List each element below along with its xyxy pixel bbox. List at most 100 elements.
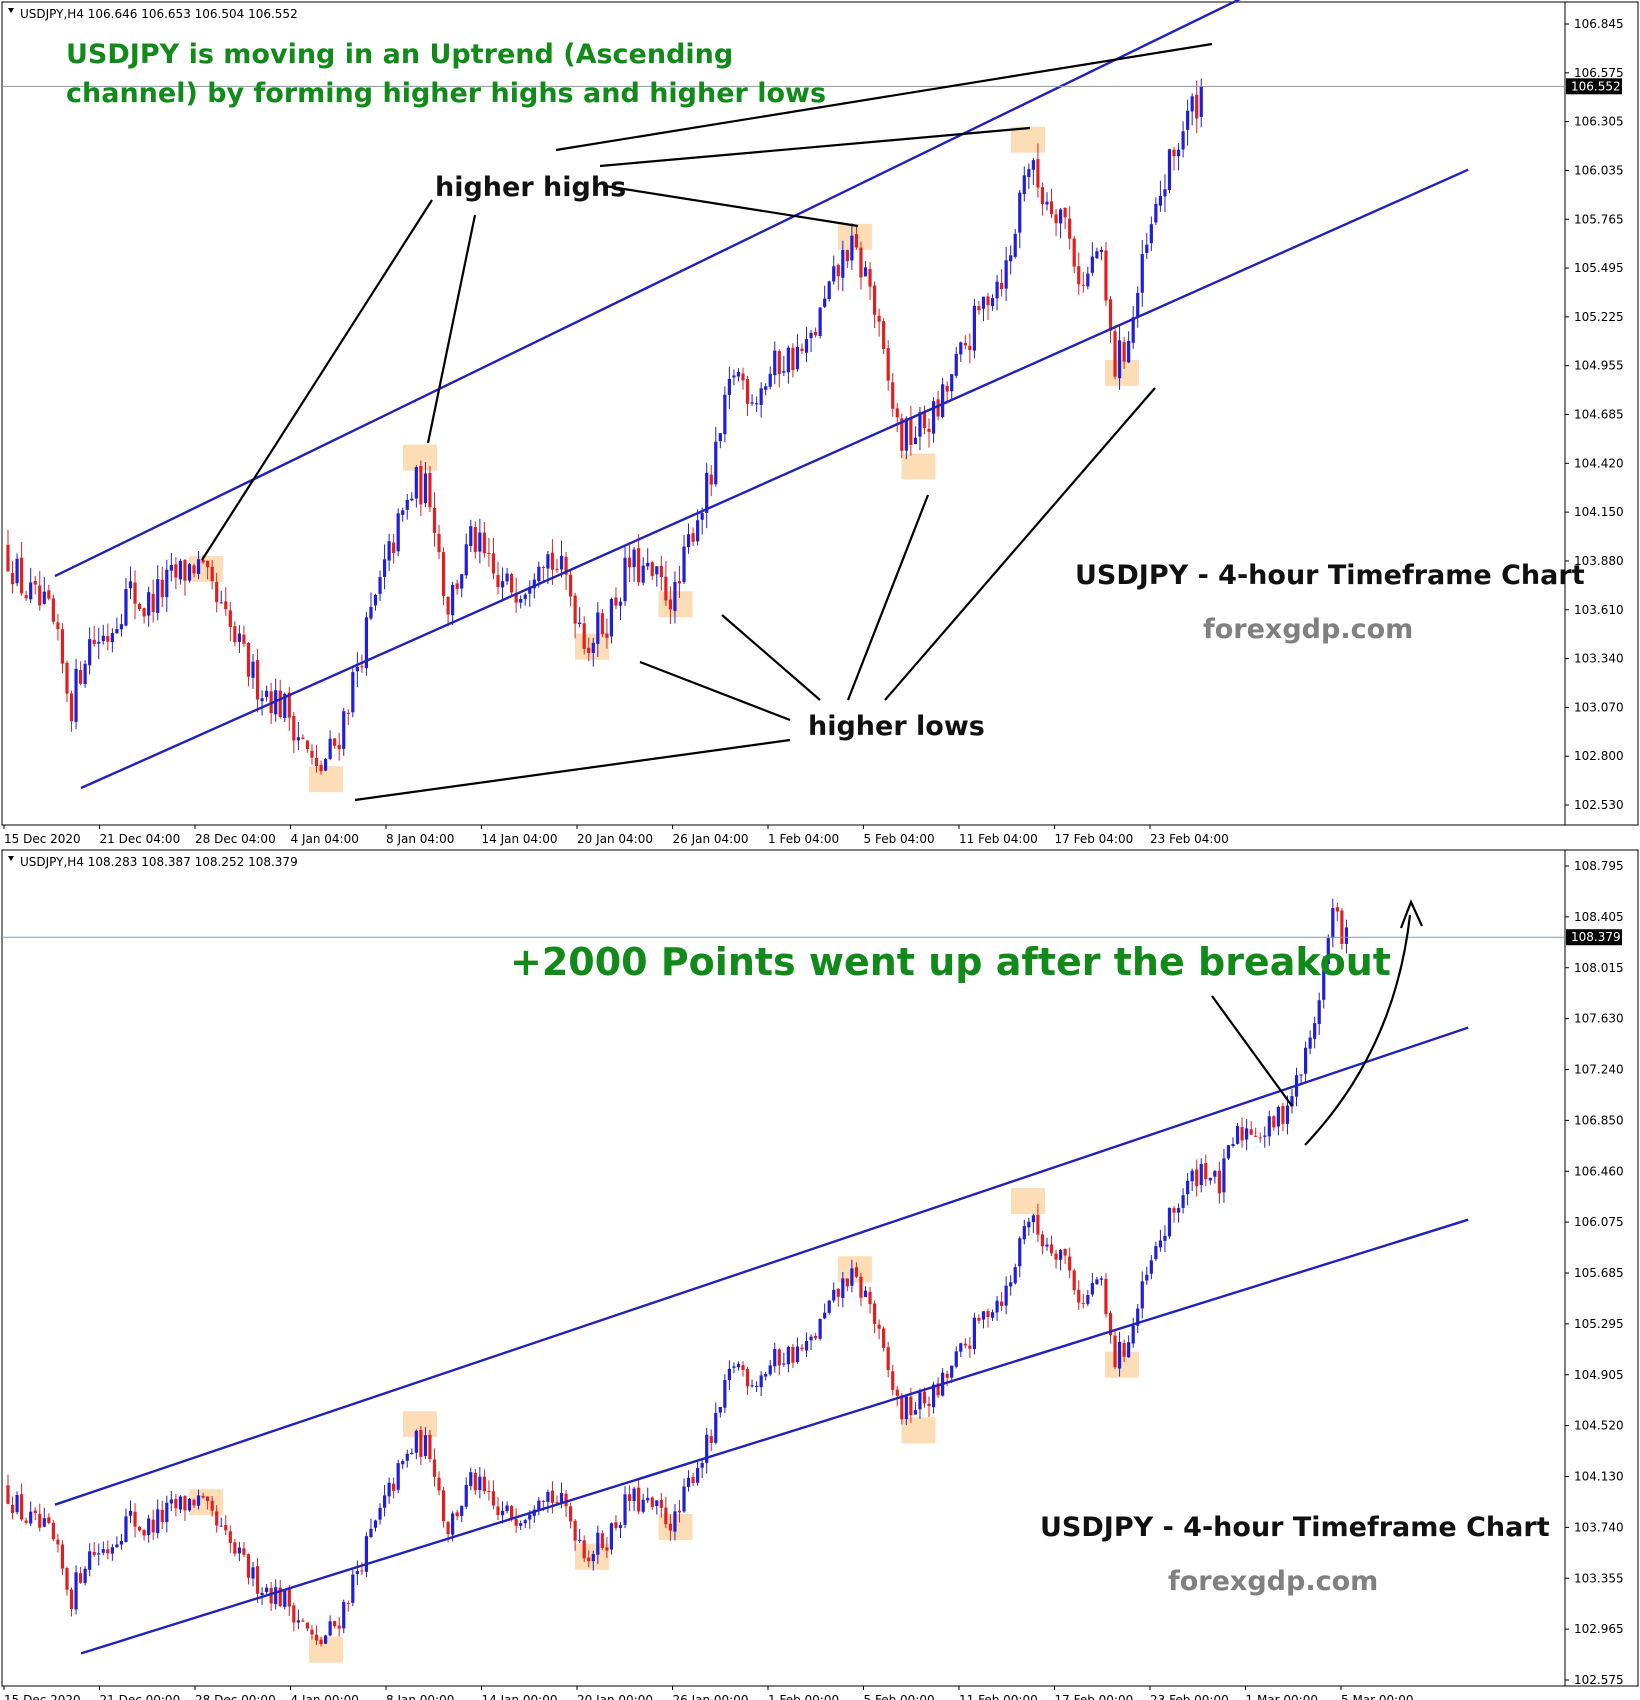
bottom-price-scale	[1564, 849, 1639, 1687]
candle-body	[88, 639, 92, 666]
candle-body	[736, 372, 741, 377]
candle-body	[1322, 964, 1326, 1000]
candle-body	[296, 1620, 300, 1623]
candle-body	[863, 1290, 868, 1297]
candle-body	[115, 629, 119, 634]
candle-body	[909, 1396, 913, 1416]
candle-body	[1195, 1169, 1199, 1187]
y-tick-label: 106.850	[1574, 1113, 1624, 1127]
candle-body	[187, 564, 192, 581]
y-tick-label: 107.240	[1574, 1063, 1624, 1077]
candle-body	[600, 1533, 604, 1548]
candle-body	[201, 559, 205, 563]
x-tick-label: 20 Jan 04:00	[577, 832, 653, 846]
candle-body	[60, 629, 65, 664]
candle-body	[1077, 1289, 1081, 1303]
candle-body	[337, 1625, 341, 1629]
higher-highs-label: higher highs	[435, 172, 626, 203]
y-tick-label: 105.225	[1574, 310, 1624, 324]
candle-body	[573, 595, 577, 624]
candle-body	[410, 498, 414, 501]
candle-body	[382, 559, 387, 577]
candle-body	[691, 1477, 695, 1484]
candle-body	[301, 1620, 305, 1622]
candle-body	[1086, 1295, 1090, 1304]
candle-body	[500, 581, 505, 588]
hl-pointer-5	[884, 387, 1156, 701]
candle-body	[582, 623, 586, 649]
top-price-scale	[1564, 1, 1639, 826]
candle-body	[541, 1500, 545, 1502]
candle-body	[296, 737, 300, 741]
candle-body	[782, 371, 786, 373]
candle-body	[432, 1459, 437, 1477]
candle-body	[1131, 1325, 1135, 1344]
bottom-brand: forexgdp.com	[1168, 1566, 1378, 1597]
candle-body	[137, 604, 142, 610]
x-tick-label: 21 Dec 04:00	[100, 832, 181, 846]
x-tick-label: 14 Jan 04:00	[482, 832, 558, 846]
candle-body	[841, 1278, 845, 1298]
y-tick-label: 102.530	[1574, 798, 1624, 812]
candle-body	[809, 1336, 813, 1341]
candle-body	[219, 1525, 223, 1527]
candle-body	[1054, 1253, 1058, 1260]
top-channel	[54, 0, 1469, 790]
candle-body	[169, 1499, 173, 1504]
candle-body	[124, 1516, 128, 1542]
candle-body	[587, 1557, 591, 1562]
candle-body	[936, 1383, 940, 1396]
candle-body	[609, 1523, 614, 1550]
candle-body	[1095, 251, 1099, 259]
candle-body	[768, 1365, 772, 1375]
current-price-tag	[1566, 929, 1622, 946]
candle-body	[1331, 908, 1335, 939]
candle-body	[237, 1547, 241, 1554]
x-tick-label: 23 Feb 00:00	[1150, 1693, 1229, 1700]
candle-body	[165, 1502, 169, 1522]
candle-body	[305, 1622, 310, 1629]
top-instrument-info: USDJPY,H4 106.646 106.653 106.504 106.55…	[20, 7, 298, 21]
candle-body	[995, 281, 999, 299]
candle-body	[110, 1547, 114, 1554]
candle-body	[1344, 927, 1349, 944]
candle-body	[133, 1511, 137, 1527]
candle-body	[255, 660, 260, 700]
top-info-arrow-icon[interactable]	[8, 8, 14, 13]
candle-body	[1186, 1180, 1190, 1195]
candle-body	[745, 1368, 750, 1387]
candle-body	[355, 667, 359, 672]
candle-body	[854, 1267, 859, 1277]
candle-body	[187, 1498, 192, 1511]
top-plot-area	[1, 1, 1566, 826]
candle-body	[528, 1514, 532, 1520]
breakout-pointer	[1211, 995, 1293, 1107]
candle-body	[836, 1288, 840, 1297]
candle-body	[550, 1490, 555, 1503]
candle-body	[541, 567, 545, 569]
candle-body	[800, 348, 804, 352]
candle-body	[133, 582, 137, 604]
candle-body	[882, 321, 886, 350]
candle-body	[582, 1540, 586, 1559]
candle-body	[351, 1574, 355, 1603]
candle-body	[546, 1491, 550, 1502]
candle-body	[305, 740, 310, 750]
candle-body	[1163, 1235, 1167, 1241]
candle-body	[668, 599, 673, 610]
candle-body	[700, 1462, 704, 1468]
y-tick-label: 106.075	[1574, 1215, 1624, 1229]
candle-body	[514, 592, 518, 603]
candle-body	[92, 1551, 96, 1555]
candle-body	[686, 1477, 691, 1487]
candle-body	[682, 1486, 686, 1512]
candle-body	[1290, 1096, 1294, 1107]
y-tick-label: 106.460	[1574, 1164, 1624, 1178]
top-current-price: 106.552	[2, 78, 1622, 95]
candle-body	[15, 558, 19, 584]
candle-body	[387, 541, 391, 561]
candle-body	[809, 333, 813, 339]
bottom-info-arrow-icon[interactable]	[8, 856, 14, 861]
candle-body	[360, 1570, 364, 1572]
candle-body	[160, 579, 164, 598]
